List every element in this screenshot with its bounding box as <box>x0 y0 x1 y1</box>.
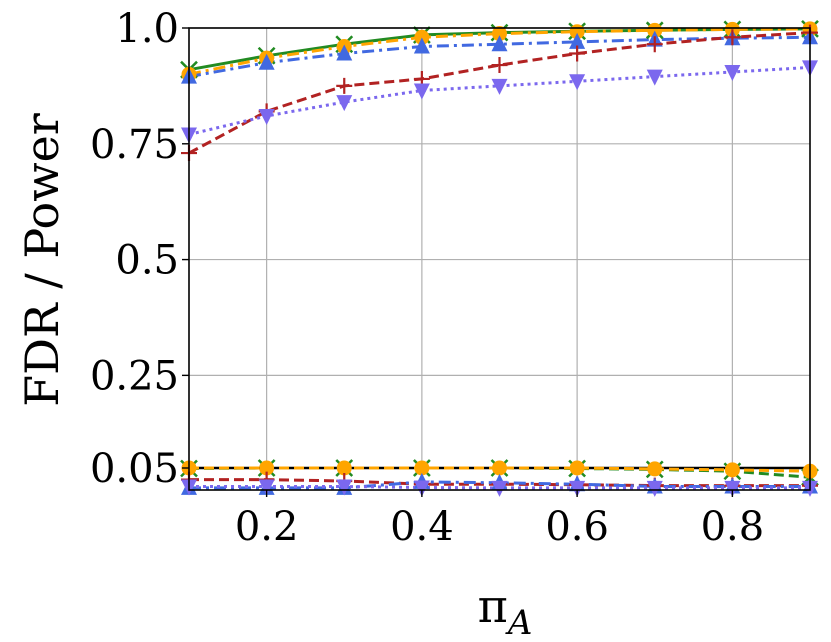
data-point <box>258 109 275 125</box>
series-line-power-4 <box>188 65 811 136</box>
data-point <box>569 74 586 91</box>
data-point <box>569 45 586 62</box>
series-lines <box>188 27 811 490</box>
data-point <box>569 480 586 497</box>
y-ticks: 0.05 0.25 0.5 0.75 1.0 <box>90 6 189 492</box>
data-point <box>491 78 508 95</box>
y-tick-label: 1.0 <box>115 6 179 52</box>
data-point <box>569 460 585 476</box>
x-tick-label: 0.8 <box>701 504 765 550</box>
series-line-power-1 <box>188 27 811 76</box>
data-point <box>414 460 430 476</box>
data-point <box>647 461 663 477</box>
x-axis-title: πA <box>478 579 533 642</box>
y-tick-label: 0.25 <box>90 353 179 399</box>
data-point <box>569 32 586 49</box>
data-point <box>646 69 663 86</box>
x-tick-label: 0.6 <box>545 504 609 550</box>
data-point <box>336 460 352 476</box>
x-tick-label: 0.2 <box>235 504 299 550</box>
data-point <box>414 29 430 45</box>
data-point <box>491 480 508 497</box>
data-point <box>646 36 663 53</box>
data-point <box>491 35 508 52</box>
data-point <box>724 462 740 478</box>
y-axis-title: FDR / Power <box>15 113 69 407</box>
data-point <box>336 44 353 61</box>
grid <box>189 27 810 490</box>
y-tick-label: 0.75 <box>90 122 179 168</box>
data-point <box>413 83 430 100</box>
data-point <box>413 480 430 497</box>
data-point <box>724 480 741 497</box>
x-axis-title-main: π <box>478 579 508 633</box>
x-axis-title-sub: A <box>505 603 533 642</box>
data-point <box>492 460 507 476</box>
data-point <box>258 479 275 496</box>
x-ticks: 0.2 0.4 0.6 0.8 <box>235 490 764 550</box>
data-point <box>336 77 353 94</box>
series-markers <box>180 20 819 497</box>
series-line-power-2 <box>188 35 811 79</box>
data-point <box>492 26 507 42</box>
data-point <box>258 53 275 70</box>
x-tick-label: 0.4 <box>390 504 454 550</box>
data-point <box>724 29 741 46</box>
y-tick-label: 0.5 <box>115 238 179 284</box>
y-tick-label: 0.05 <box>90 446 179 492</box>
data-point <box>646 480 663 497</box>
data-point <box>336 95 353 112</box>
series-line-fdr-6 <box>189 466 811 473</box>
data-point <box>491 57 508 74</box>
data-point <box>647 22 663 38</box>
data-point <box>259 460 275 476</box>
data-point <box>413 37 430 54</box>
data-point <box>336 479 353 496</box>
data-point <box>724 65 741 81</box>
